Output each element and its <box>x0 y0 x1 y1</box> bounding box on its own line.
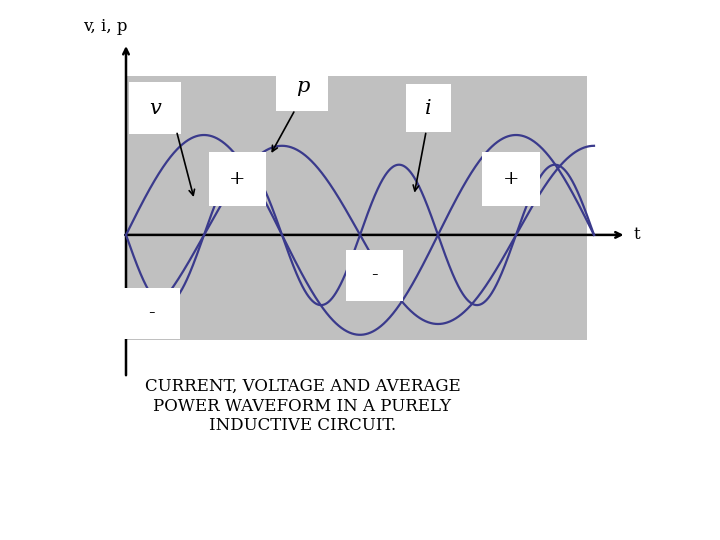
Bar <box>276 62 328 111</box>
Text: v, i, p: v, i, p <box>83 18 127 35</box>
Bar <box>126 76 587 340</box>
Bar <box>482 152 540 206</box>
Bar <box>129 82 181 133</box>
Bar <box>346 249 403 301</box>
Text: -: - <box>371 266 378 285</box>
Text: +: + <box>503 170 519 188</box>
Text: -: - <box>148 304 155 322</box>
Text: +: + <box>230 170 246 188</box>
Bar <box>209 152 266 206</box>
Bar <box>406 84 451 132</box>
Text: t: t <box>634 226 640 244</box>
Text: i: i <box>425 98 432 118</box>
Bar <box>122 287 180 339</box>
Text: p: p <box>296 77 309 96</box>
Text: CURRENT, VOLTAGE AND AVERAGE
POWER WAVEFORM IN A PURELY
INDUCTIVE CIRCUIT.: CURRENT, VOLTAGE AND AVERAGE POWER WAVEF… <box>145 378 460 434</box>
Text: v: v <box>149 98 161 118</box>
